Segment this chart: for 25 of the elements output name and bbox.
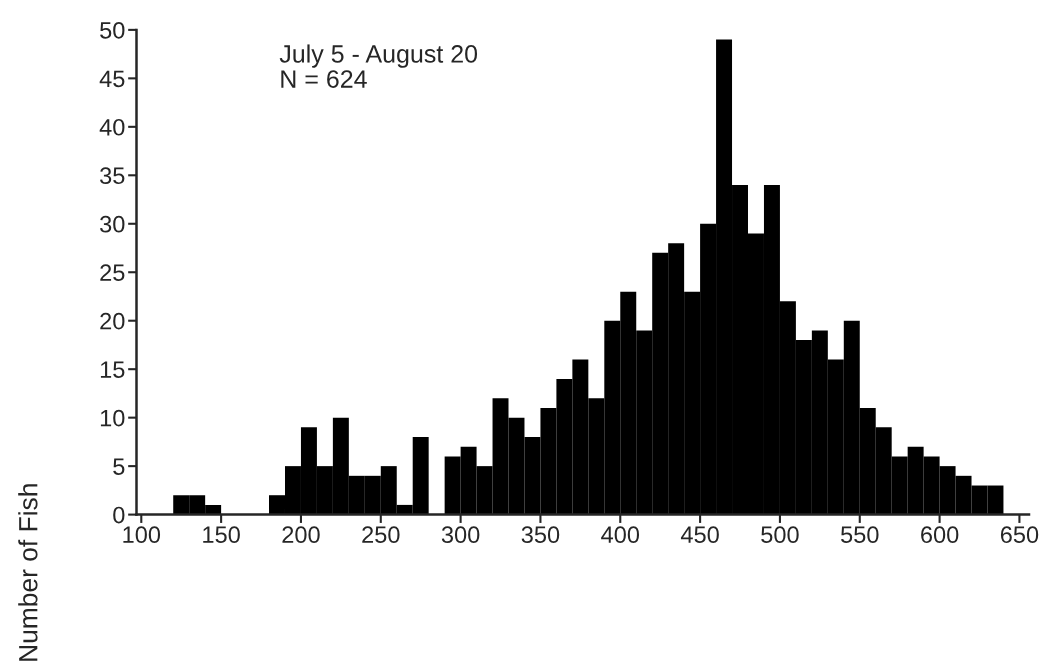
y-tick-label: 30 [100,215,125,233]
y-tick-label: 35 [100,167,125,185]
x-tick-label: 250 [362,526,400,544]
y-tick-label: 0 [113,506,125,524]
x-tick-label: 450 [680,526,719,544]
x-tick-label: 600 [921,526,959,544]
x-tick-label: 350 [521,526,560,544]
y-tick-label: 25 [100,264,125,282]
y-tick-label: 50 [100,21,125,39]
x-tick-label: 400 [601,526,640,544]
x-tick-label: 200 [282,526,320,544]
x-tick-label: 500 [761,526,799,544]
x-tick-label: 650 [1000,526,1039,544]
x-tick-label: 300 [441,526,480,544]
y-tick-label: 40 [99,118,125,136]
y-tick-label: 45 [99,70,125,88]
annotation: July 5 - August 20 N = 624 [279,44,478,88]
x-tick-label: 550 [841,526,879,544]
y-tick-label: 15 [100,361,125,378]
y-axis-title: Number of Fish [18,484,38,661]
x-tick-label: 150 [203,526,240,544]
x-tick-label: 100 [123,526,161,544]
y-tick-label: 20 [100,312,125,330]
y-tick-label: 10 [100,409,125,427]
y-tick-label: 5 [113,458,125,475]
